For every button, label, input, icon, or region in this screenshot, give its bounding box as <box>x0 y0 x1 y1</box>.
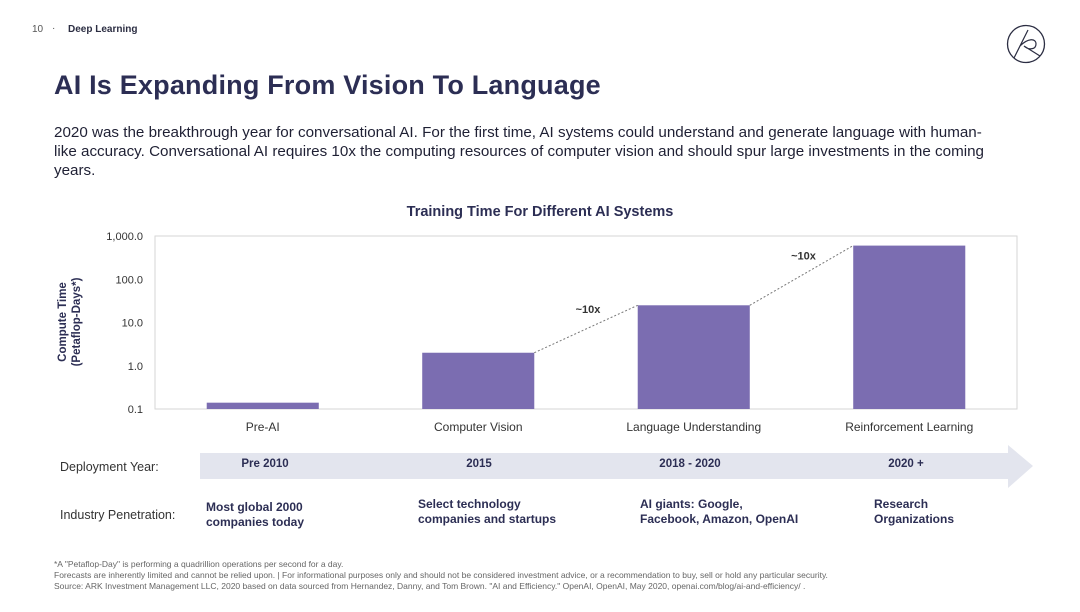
header-separator: · <box>52 23 56 34</box>
page-title: AI Is Expanding From Vision To Language <box>54 70 601 100</box>
y-tick-label: 0.1 <box>128 404 143 416</box>
deployment-year: 2018 - 2020 <box>659 458 721 470</box>
y-axis-label-line2: (Petaflop-Days*) <box>71 277 83 366</box>
footnote: Forecasts are inherently limited and can… <box>54 570 828 580</box>
penetration-item: Research Organizations <box>874 497 955 526</box>
plot-area <box>154 235 1018 410</box>
chart-title: Training Time For Different AI Systems <box>406 204 674 220</box>
bar-pre-ai <box>206 402 319 409</box>
penetration-label: Industry Penetration: <box>60 508 176 522</box>
y-axis-label-line1: Compute Time <box>57 282 69 362</box>
deployment-year: 2020 + <box>888 458 924 470</box>
deployment-year: 2015 <box>466 458 492 470</box>
growth-annotation: ~10x <box>576 304 602 316</box>
x-category-label: Reinforcement Learning <box>845 420 973 434</box>
y-tick-label: 1,000.0 <box>106 231 143 243</box>
y-tick-label: 10.0 <box>122 318 143 330</box>
x-category-label: Computer Vision <box>434 420 523 434</box>
ark-logo-icon <box>1006 24 1046 64</box>
section-title: Deep Learning <box>68 24 138 35</box>
growth-annotation: ~10x <box>791 250 817 262</box>
deployment-label: Deployment Year: <box>60 460 159 474</box>
x-category-label: Language Understanding <box>626 420 761 434</box>
deployment-year: Pre 2010 <box>241 458 289 470</box>
bar-computer-vision <box>422 352 535 409</box>
x-category-label: Pre-AI <box>246 420 280 434</box>
deployment-arrow <box>200 445 1033 488</box>
bar-reinforcement-learning <box>853 245 966 409</box>
page-number: 10 <box>32 24 44 35</box>
y-tick-label: 1.0 <box>128 361 143 373</box>
penetration-item: Most global 2000 companies today <box>206 500 305 529</box>
penetration-item: Select technology companies and startups <box>418 497 557 526</box>
bar-language-understanding <box>637 305 750 409</box>
growth-dotted-line <box>534 304 638 354</box>
footnote: Source: ARK Investment Management LLC, 2… <box>54 581 806 591</box>
penetration-item: AI giants: Google, Facebook, Amazon, Open… <box>640 497 799 526</box>
footnote: *A "Petaflop-Day" is performing a quadri… <box>54 559 344 569</box>
intro-paragraph: 2020 was the breakthrough year for conve… <box>54 124 985 179</box>
y-tick-label: 100.0 <box>115 274 143 286</box>
